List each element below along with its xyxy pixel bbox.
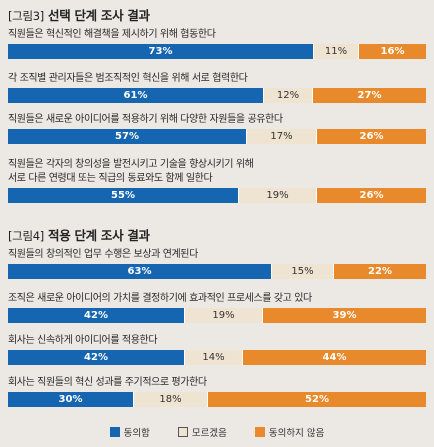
- legend-label-disagree: 동의하지 않음: [268, 428, 325, 439]
- bar-segment-unknown-2-1: 15%: [271, 264, 334, 279]
- bar-segment-unknown-1-1: 11%: [313, 44, 359, 59]
- bar-segment-agree-2-1: 63%: [8, 264, 271, 279]
- bar-segment-agree-1-2: 61%: [8, 88, 263, 103]
- question-label-1-3: 직원들은 새로운 아이디어를 적용하기 위해 다양한 자원들을 공유한다: [8, 114, 283, 125]
- bar-segment-agree-2-3: 42%: [8, 350, 184, 365]
- legend-label-unknown: 모르겠음: [191, 428, 227, 439]
- stacked-bar-1-2: 61% 12% 27%: [8, 88, 426, 103]
- chart-title-1: [그림3] 선택 단계 조사 결과: [8, 5, 150, 24]
- bar-segment-agree-1-1: 73%: [8, 44, 313, 59]
- bar-segment-disagree-2-1: 22%: [334, 264, 426, 279]
- legend-item-agree: 동의함: [109, 425, 150, 439]
- legend-swatch-agree: [109, 427, 120, 437]
- legend: 동의함 모르겠음 동의하지 않음: [0, 424, 434, 440]
- bar-segment-agree-1-3: 57%: [8, 129, 246, 144]
- question-label-2-4: 회사는 직원들의 혁신 성과를 주기적으로 평가한다: [8, 377, 207, 388]
- stacked-bar-2-3: 42% 14% 44%: [8, 350, 426, 365]
- chart-title-text-1: 선택 단계 조사 결과: [43, 8, 150, 23]
- legend-item-disagree: 동의하지 않음: [254, 425, 325, 439]
- question-label-1-2: 각 조직별 관리자들은 범조직적인 혁신을 위해 서로 협력한다: [8, 73, 248, 84]
- bar-segment-agree-2-2: 42%: [8, 308, 184, 323]
- legend-swatch-unknown: [177, 427, 188, 437]
- chart-title-text-2: 적용 단계 조사 결과: [43, 228, 150, 243]
- bar-segment-disagree-1-3: 26%: [317, 129, 426, 144]
- bar-segment-unknown-2-3: 14%: [184, 350, 243, 365]
- stacked-bar-2-4: 30% 18% 52%: [8, 392, 426, 407]
- question-label-1-1: 직원들은 혁신적인 해결책을 제시하기 위해 협동한다: [8, 29, 216, 40]
- stacked-bar-1-1: 73% 11% 16%: [8, 44, 426, 59]
- stacked-bar-2-1: 63% 15% 22%: [8, 264, 426, 279]
- question-label-2-2: 조직은 새로운 아이디어의 가치를 결정하기에 효과적인 프로세스를 갖고 있다: [8, 293, 312, 304]
- bar-segment-disagree-2-3: 44%: [243, 350, 426, 365]
- chart-tag-2: [그림4]: [8, 229, 44, 243]
- legend-swatch-disagree: [254, 427, 265, 437]
- bar-segment-agree-2-4: 30%: [8, 392, 133, 407]
- chart-title-2: [그림4] 적용 단계 조사 결과: [8, 225, 150, 244]
- bar-segment-disagree-2-2: 39%: [263, 308, 426, 323]
- bar-segment-disagree-1-2: 27%: [313, 88, 426, 103]
- legend-item-unknown: 모르겠음: [177, 425, 227, 439]
- bar-segment-unknown-2-4: 18%: [133, 392, 208, 407]
- bar-segment-unknown-2-2: 19%: [184, 308, 263, 323]
- bar-segment-disagree-1-4: 26%: [317, 188, 426, 203]
- legend-label-agree: 동의함: [123, 428, 150, 439]
- stacked-bar-1-4: 55% 19% 26%: [8, 188, 426, 203]
- stacked-bar-1-3: 57% 17% 26%: [8, 129, 426, 144]
- stacked-bar-2-2: 42% 19% 39%: [8, 308, 426, 323]
- chart-tag-1: [그림3]: [8, 9, 44, 23]
- bar-segment-disagree-2-4: 52%: [208, 392, 426, 407]
- bar-segment-unknown-1-2: 12%: [263, 88, 313, 103]
- question-label-1-4: 직원들은 각자의 창의성을 발전시키고 기술을 향상시키기 위해 서로 다른 연령…: [8, 159, 254, 184]
- bar-segment-unknown-1-4: 19%: [238, 188, 317, 203]
- bar-segment-agree-1-4: 55%: [8, 188, 238, 203]
- bar-segment-unknown-1-3: 17%: [246, 129, 317, 144]
- question-label-2-1: 직원들의 창의적인 업무 수행은 보상과 연계된다: [8, 249, 198, 260]
- bar-segment-disagree-1-1: 16%: [359, 44, 426, 59]
- question-label-2-3: 회사는 신속하게 아이디어를 적용한다: [8, 335, 158, 346]
